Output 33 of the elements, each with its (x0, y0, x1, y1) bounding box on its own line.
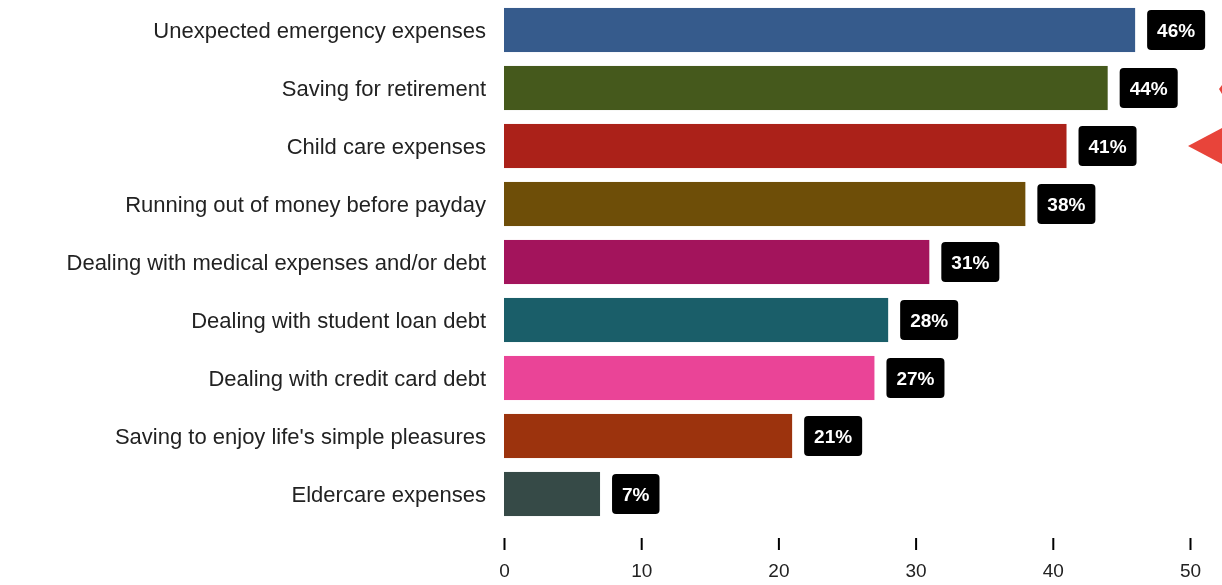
x-tick-label: 50 (1179, 560, 1202, 582)
y-tick-label: Unexpected emergency expenses (153, 17, 486, 43)
data-label: 21% (814, 425, 853, 447)
data-label: 38% (1047, 193, 1086, 215)
bar (504, 355, 875, 401)
y-tick-label: Saving to enjoy life's simple pleasures (114, 423, 486, 449)
bar (504, 297, 889, 343)
x-tick-label: 10 (631, 560, 653, 582)
y-tick-label: Saving for retirement (281, 75, 486, 101)
bar (504, 413, 793, 459)
data-label: 31% (951, 251, 990, 273)
y-tick-label: Eldercare expenses (291, 481, 486, 507)
y-tick-label: Child care expenses (286, 133, 486, 159)
data-label: 46% (1157, 19, 1196, 41)
y-tick-label: Dealing with credit card debt (208, 365, 486, 391)
x-tick-label: 40 (1042, 560, 1064, 582)
data-label: 41% (1088, 135, 1127, 157)
bar (504, 181, 1026, 227)
y-tick-label: Dealing with medical expenses and/or debt (66, 249, 486, 275)
data-label: 7% (622, 483, 650, 505)
data-label: 44% (1129, 77, 1168, 99)
bar (504, 123, 1067, 169)
bar (504, 471, 601, 517)
bar (504, 65, 1108, 111)
x-tick-label: 0 (499, 560, 510, 582)
bar (504, 7, 1136, 53)
y-tick-label: Dealing with student loan debt (191, 307, 486, 333)
x-tick-label: 20 (768, 560, 790, 582)
y-tick-label: Running out of money before payday (125, 191, 486, 217)
x-tick-label: 30 (905, 560, 927, 582)
bar (504, 239, 930, 285)
data-label: 27% (896, 367, 935, 389)
data-label: 28% (910, 309, 949, 331)
